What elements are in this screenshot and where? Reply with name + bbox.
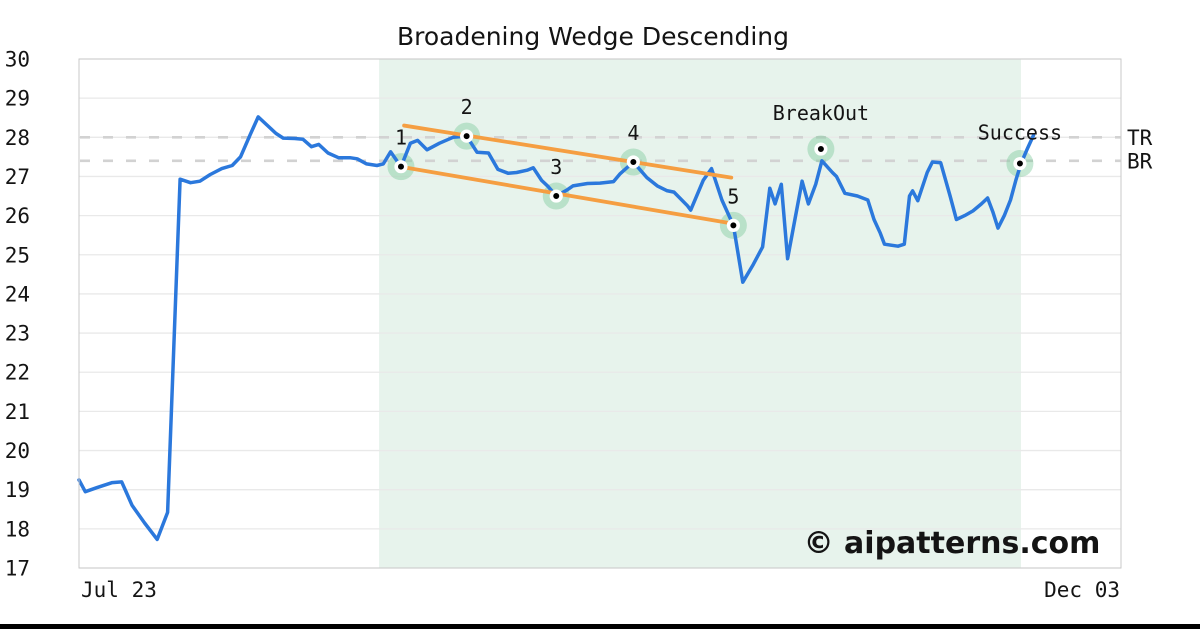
marker-dot-5 [726,218,740,233]
marker-label-2: 2 [461,95,473,119]
y-tick-label: 24 [5,282,30,306]
y-tick-label: 29 [5,87,30,111]
level-label-BR: BR [1127,149,1153,173]
y-tick-label: 17 [5,557,30,581]
y-tick-label: 30 [5,48,30,72]
marker-label-Success: Success [978,121,1062,145]
marker-dot-2 [460,129,474,143]
y-tick-label: 25 [5,243,30,267]
marker-label-3: 3 [550,155,562,179]
marker-label-BreakOut: BreakOut [773,101,869,125]
y-tick-label: 22 [5,361,30,385]
y-tick-label: 26 [5,204,30,228]
y-tick-label: 23 [5,322,30,346]
lower-trendline [398,164,730,225]
y-tick-label: 21 [5,400,30,424]
footer-bar [0,624,1200,629]
marker-dot-BreakOut [814,142,828,156]
watermark: © aipatterns.com [804,526,1101,561]
marker-dot-3 [549,189,563,203]
price-line [77,115,1036,542]
plot-border [78,58,1122,569]
y-tick-label: 18 [5,517,30,541]
marker-dot-1 [394,160,408,174]
y-tick-label: 19 [5,478,30,502]
marker-label-5: 5 [727,184,739,208]
marker-label-4: 4 [627,121,639,145]
upper-trendline [402,123,734,180]
x-axis-label-end: Dec 03 [1044,578,1120,602]
marker-label-1: 1 [395,126,407,150]
marker-dot-4 [626,155,640,169]
x-axis-label-start: Jul 23 [81,578,157,602]
y-tick-label: 20 [5,439,30,463]
marker-dot-Success [1013,156,1027,171]
level-label-TR: TR [1127,126,1153,150]
chart-title: Broadening Wedge Descending [397,22,789,51]
y-tick-label: 27 [5,165,30,189]
y-tick-label: 28 [5,126,30,150]
pattern-zone [379,59,1021,568]
